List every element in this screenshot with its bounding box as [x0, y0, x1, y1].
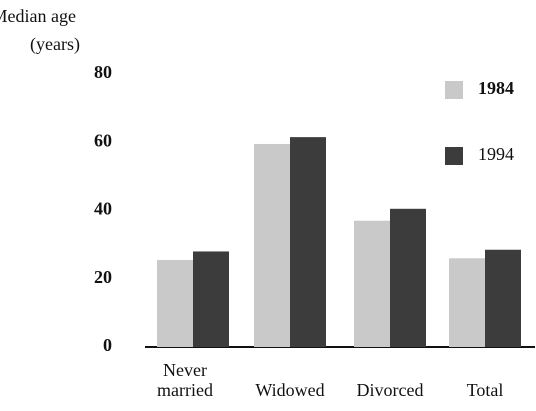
x-tick-label: Divorced: [356, 380, 424, 400]
x-tick-label: Widowed: [255, 380, 325, 400]
y-tick-label: 60: [94, 130, 112, 150]
y-tick-label: 0: [103, 335, 112, 355]
legend-swatch: [445, 81, 463, 99]
x-tick-label: Total: [466, 380, 504, 400]
x-tick-label: Never married: [157, 360, 213, 400]
bar: [390, 208, 426, 347]
y-axis-label: (years): [30, 34, 80, 55]
bar: [449, 258, 485, 347]
legend-label: 1984: [478, 78, 514, 98]
y-tick-label: 40: [94, 199, 112, 219]
bar: [354, 220, 390, 347]
y-axis-label: Median age: [0, 6, 76, 26]
legend-label: 1994: [478, 144, 514, 164]
bar: [193, 251, 229, 347]
bar: [485, 249, 521, 347]
legend-swatch: [445, 147, 463, 165]
bar: [254, 143, 290, 347]
y-tick-label: 20: [94, 267, 112, 287]
bar: [290, 137, 326, 347]
y-tick-label: 80: [94, 62, 112, 82]
bar: [157, 259, 193, 347]
